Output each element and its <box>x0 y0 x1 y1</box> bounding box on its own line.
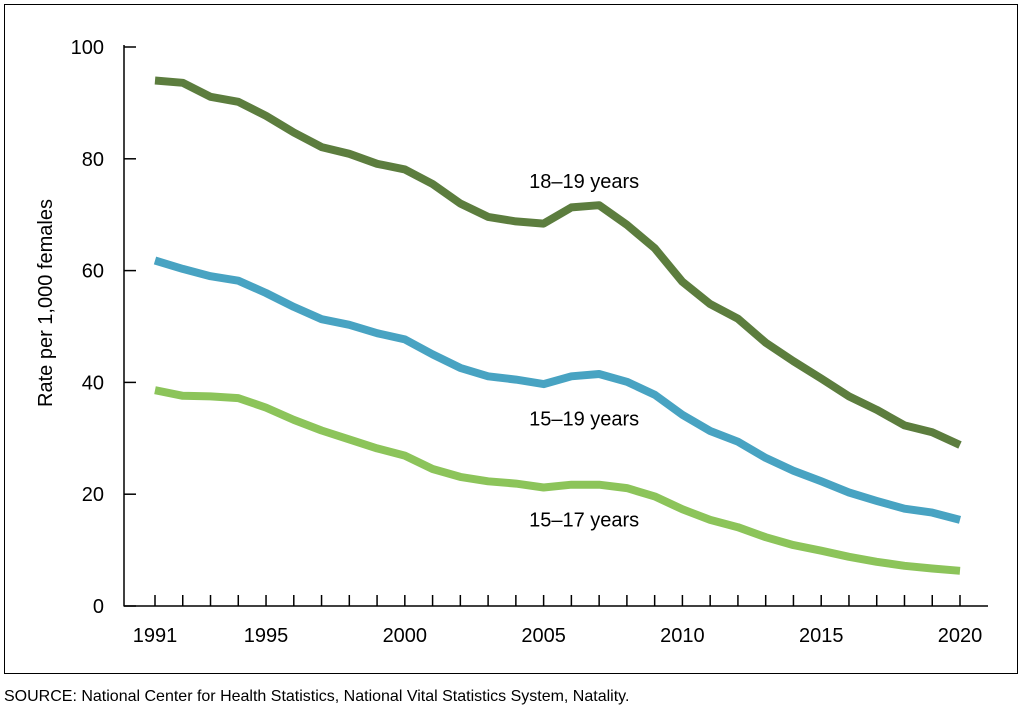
x-tick-label: 1995 <box>244 625 289 647</box>
series-label-1: 18–19 years <box>529 171 639 193</box>
series-label-3: 15–17 years <box>529 509 639 531</box>
chart-frame <box>4 4 1018 674</box>
axes: 0 20 40 60 80 100 1991 1995 2000 2005 2010 2015 2020 <box>71 37 988 647</box>
series-labels: 18–19 years 15–19 years 15–17 years <box>529 171 639 531</box>
series-line-1 <box>154 76 962 449</box>
y-tick-label: 20 <box>82 484 104 506</box>
y-axis-label: Rate per 1,000 females <box>35 199 57 407</box>
y-tick-label: 40 <box>82 372 104 394</box>
x-tick-label: 2020 <box>938 625 983 647</box>
x-tick-label: 2000 <box>383 625 428 647</box>
source-note: SOURCE: National Center for Health Stati… <box>4 688 630 705</box>
y-tick-label: 100 <box>71 37 104 59</box>
series-line-2 <box>153 256 962 524</box>
x-tick-label: 1991 <box>133 625 178 647</box>
y-tick-label: 0 <box>93 596 104 618</box>
series-line-3 <box>154 386 961 575</box>
line-chart: 0 20 40 60 80 100 1991 1995 2000 2005 2010 2015 2020… <box>35 37 988 647</box>
x-tick-label: 2005 <box>521 625 566 647</box>
x-tick-label: 2010 <box>660 625 705 647</box>
series-lines <box>153 76 962 575</box>
series-label-2: 15–19 years <box>529 409 639 431</box>
y-tick-label: 80 <box>82 149 104 171</box>
y-tick-label: 60 <box>82 261 104 283</box>
x-tick-label: 2015 <box>799 625 844 647</box>
